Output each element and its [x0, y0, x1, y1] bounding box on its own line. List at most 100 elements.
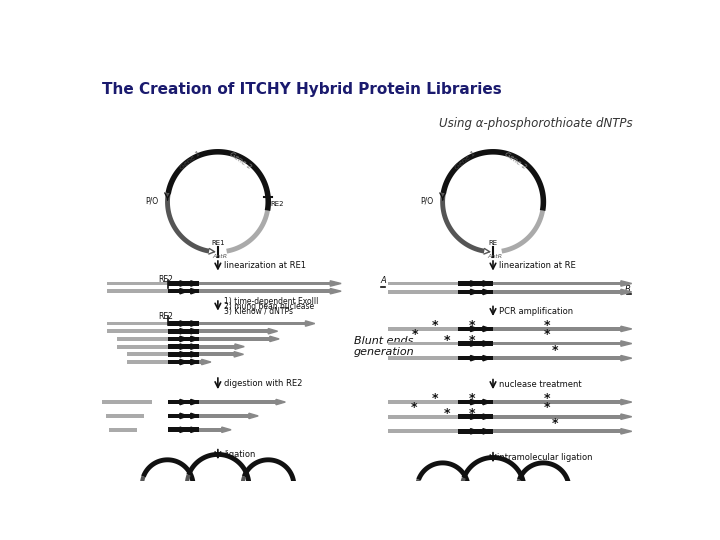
Polygon shape	[483, 326, 490, 332]
Text: *: *	[544, 319, 551, 332]
Text: RE: RE	[488, 240, 498, 246]
Polygon shape	[202, 359, 211, 364]
Polygon shape	[621, 341, 631, 346]
Bar	[168, 360, 199, 365]
Bar	[168, 321, 199, 326]
Bar	[199, 329, 269, 333]
Polygon shape	[191, 328, 199, 334]
Polygon shape	[180, 281, 188, 286]
Text: 1) time-dependent ExoIII: 1) time-dependent ExoIII	[224, 296, 318, 306]
Polygon shape	[234, 352, 243, 357]
Polygon shape	[180, 321, 188, 326]
Polygon shape	[471, 400, 478, 405]
Text: *: *	[444, 407, 450, 420]
Bar	[458, 289, 493, 294]
Bar	[458, 414, 493, 419]
Text: AntR: AntR	[487, 254, 502, 259]
Polygon shape	[180, 352, 188, 357]
Polygon shape	[180, 413, 188, 418]
Text: Gene 1: Gene 1	[454, 150, 477, 170]
Bar	[388, 281, 458, 286]
Text: intramolecular ligation: intramolecular ligation	[497, 453, 593, 462]
Bar	[199, 289, 330, 293]
Polygon shape	[621, 400, 631, 405]
Polygon shape	[471, 429, 478, 434]
Bar	[493, 290, 621, 294]
Polygon shape	[483, 341, 490, 346]
Polygon shape	[471, 341, 478, 346]
Polygon shape	[471, 355, 478, 361]
Bar	[199, 345, 235, 348]
Bar	[168, 400, 199, 404]
Polygon shape	[621, 414, 631, 420]
Polygon shape	[191, 413, 199, 418]
Polygon shape	[483, 355, 490, 361]
Polygon shape	[471, 414, 478, 420]
Bar	[117, 345, 168, 348]
Bar	[388, 327, 458, 331]
Bar	[458, 356, 493, 361]
Bar	[388, 342, 458, 346]
Polygon shape	[180, 328, 188, 334]
Polygon shape	[621, 289, 631, 295]
Bar	[388, 356, 458, 360]
Text: *: *	[410, 401, 417, 414]
Polygon shape	[180, 288, 188, 294]
Text: *: *	[413, 328, 419, 341]
Text: 3) Klenow / dNTPs: 3) Klenow / dNTPs	[224, 307, 293, 316]
Text: PCR amplification: PCR amplification	[499, 307, 573, 316]
Bar	[127, 353, 168, 356]
Polygon shape	[269, 328, 277, 334]
Polygon shape	[180, 400, 188, 405]
Text: RE2: RE2	[271, 201, 284, 207]
Polygon shape	[483, 289, 490, 295]
Text: RE2: RE2	[158, 275, 173, 284]
Text: Blunt ends
generation: Blunt ends generation	[354, 336, 414, 357]
Text: linearization at RE: linearization at RE	[499, 261, 576, 270]
Polygon shape	[191, 288, 199, 294]
Polygon shape	[191, 321, 199, 326]
Polygon shape	[191, 281, 199, 286]
Bar	[458, 281, 493, 286]
Polygon shape	[621, 355, 631, 361]
Bar	[127, 360, 168, 364]
Polygon shape	[191, 400, 199, 405]
Text: *: *	[469, 393, 475, 406]
Bar	[199, 428, 222, 431]
Polygon shape	[222, 427, 231, 433]
Polygon shape	[621, 326, 631, 332]
Text: 2) mung bean nuclease: 2) mung bean nuclease	[224, 302, 314, 311]
Text: Using α-phosphorothioate dNTPs: Using α-phosphorothioate dNTPs	[439, 117, 632, 130]
Bar	[168, 336, 199, 341]
Polygon shape	[330, 281, 341, 286]
Polygon shape	[180, 359, 188, 364]
Text: A: A	[381, 276, 387, 286]
Polygon shape	[471, 326, 478, 332]
Text: Gene 1: Gene 1	[179, 150, 202, 170]
Bar	[107, 281, 168, 286]
Polygon shape	[191, 352, 199, 357]
Bar	[199, 353, 234, 356]
Bar	[493, 281, 621, 286]
Bar	[106, 414, 144, 418]
Polygon shape	[249, 413, 258, 418]
Text: linearization at RE1: linearization at RE1	[224, 261, 306, 270]
Text: *: *	[444, 334, 450, 347]
Bar	[388, 415, 458, 419]
Bar	[458, 327, 493, 331]
Polygon shape	[235, 344, 244, 349]
Text: The Creation of ITCHY Hybrid Protein Libraries: The Creation of ITCHY Hybrid Protein Lib…	[102, 82, 501, 97]
Text: ligation: ligation	[224, 450, 256, 459]
Polygon shape	[191, 344, 199, 349]
Bar	[168, 281, 199, 286]
Polygon shape	[191, 336, 199, 342]
Bar	[168, 289, 199, 294]
Bar	[493, 400, 621, 404]
Bar	[458, 400, 493, 404]
Polygon shape	[471, 281, 478, 286]
Text: *: *	[469, 407, 475, 420]
Polygon shape	[483, 281, 490, 286]
Bar	[199, 360, 202, 364]
Text: Gene 2: Gene 2	[504, 151, 528, 170]
Text: *: *	[431, 319, 438, 332]
